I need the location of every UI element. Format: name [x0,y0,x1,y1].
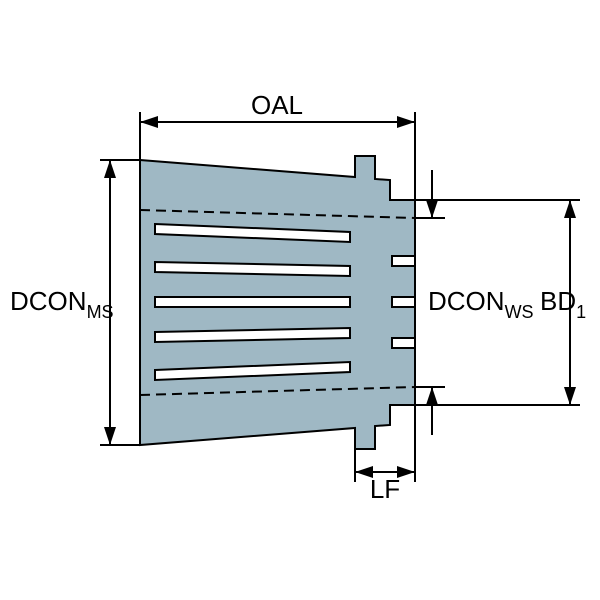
neck-slot-2 [392,297,415,307]
slot-3 [155,297,350,307]
lf-label: LF [370,474,400,504]
neck-slot-3 [392,338,415,348]
neck-slot-1 [392,256,415,266]
oal-label: OAL [251,90,303,120]
technical-diagram: OAL DCONMS BD1 DCONWS LF [0,0,600,600]
